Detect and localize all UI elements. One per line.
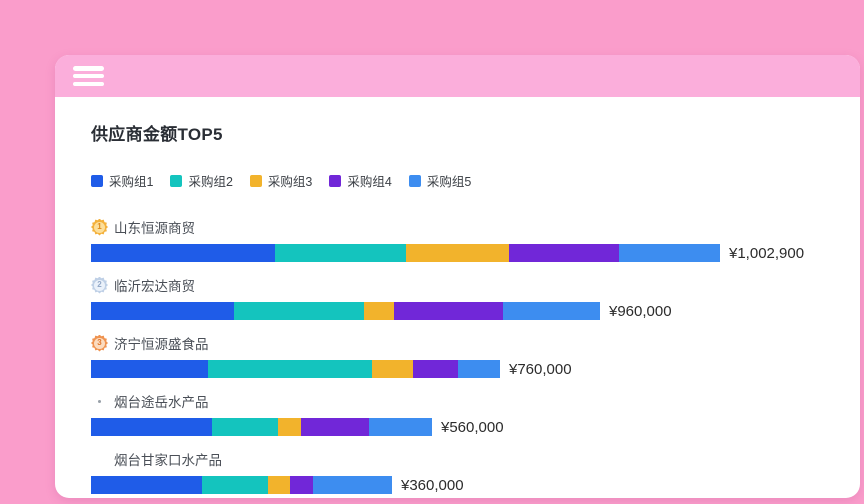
bar-segment-采购组2[interactable] bbox=[234, 302, 364, 320]
bar-rows: 1 山东恒源商贸 ¥1,002,900 2 临沂宏达商贸 ¥960,000 3 济宁恒源盛食品… bbox=[91, 218, 824, 494]
rank-icon-slot: 1 bbox=[91, 218, 108, 236]
supplier-row: 1 山东恒源商贸 ¥1,002,900 bbox=[91, 218, 824, 262]
rank-icon-slot: 3 bbox=[91, 334, 108, 352]
supplier-name: 烟台甘家口水产品 bbox=[114, 453, 222, 468]
bar-segment-采购组3[interactable] bbox=[278, 418, 301, 436]
legend-label: 采购组1 bbox=[109, 175, 154, 189]
medal-rank-2-icon: 2 bbox=[91, 276, 108, 294]
legend-swatch-icon bbox=[170, 174, 183, 187]
bar-segment-采购组4[interactable] bbox=[413, 360, 458, 378]
chart-card: 供应商金额TOP5 采购组1 采购组2 采购组3 采购组4 采购组5 1 山东恒源商贸 ¥1… bbox=[55, 55, 860, 498]
bar-segment-采购组5[interactable] bbox=[458, 360, 500, 378]
bar-segment-采购组4[interactable] bbox=[394, 302, 503, 320]
bar-segment-采购组1[interactable] bbox=[91, 418, 212, 436]
legend-swatch-icon bbox=[91, 174, 103, 187]
bar-segment-采购组5[interactable] bbox=[503, 302, 600, 320]
menu-bar bbox=[73, 73, 104, 79]
bar-value-label: ¥360,000 bbox=[401, 476, 464, 494]
bar-segment-采购组2[interactable] bbox=[275, 244, 406, 262]
medal-rank-number: 2 bbox=[94, 279, 105, 291]
legend-swatch-icon bbox=[408, 174, 421, 187]
bar-segment-采购组2[interactable] bbox=[212, 418, 278, 436]
supplier-row: 烟台途岳水产品 ¥560,000 bbox=[91, 392, 824, 436]
bar-segment-采购组5[interactable] bbox=[369, 418, 432, 436]
bar-value-label: ¥560,000 bbox=[441, 418, 504, 436]
legend-item-5[interactable]: 采购组5 bbox=[408, 171, 472, 190]
legend-item-3[interactable]: 采购组3 bbox=[249, 171, 313, 190]
bar-line: ¥560,000 bbox=[91, 418, 824, 436]
supplier-name: 烟台途岳水产品 bbox=[114, 395, 209, 410]
rank-icon-slot bbox=[91, 451, 108, 468]
menu-bar bbox=[73, 81, 104, 86]
supplier-row: 烟台甘家口水产品 ¥360,000 bbox=[91, 450, 824, 494]
legend-label: 采购组4 bbox=[347, 175, 392, 189]
bar-line: ¥360,000 bbox=[91, 476, 824, 494]
chart-legend: 采购组1 采购组2 采购组3 采购组4 采购组5 bbox=[91, 171, 824, 190]
bar-segment-采购组5[interactable] bbox=[313, 476, 392, 494]
bar-segment-采购组1[interactable] bbox=[91, 244, 275, 262]
bar-segment-采购组2[interactable] bbox=[208, 360, 372, 378]
bar-line: ¥960,000 bbox=[91, 302, 824, 320]
supplier-label-line: 烟台甘家口水产品 bbox=[91, 450, 824, 468]
stacked-bar bbox=[91, 476, 392, 494]
chart-title: 供应商金额TOP5 bbox=[91, 125, 223, 144]
bar-segment-采购组4[interactable] bbox=[509, 244, 619, 262]
medal-rank-1-icon: 1 bbox=[91, 218, 108, 236]
bar-segment-采购组3[interactable] bbox=[364, 302, 394, 320]
legend-label: 采购组2 bbox=[188, 175, 233, 189]
rank-icon-slot bbox=[91, 393, 108, 410]
legend-swatch-icon bbox=[249, 174, 262, 187]
stacked-bar bbox=[91, 360, 500, 378]
supplier-name: 山东恒源商贸 bbox=[114, 221, 195, 236]
medal-rank-number: 1 bbox=[94, 221, 105, 233]
supplier-label-line: 1 山东恒源商贸 bbox=[91, 218, 824, 236]
bar-value-label: ¥760,000 bbox=[509, 360, 572, 378]
bar-segment-采购组3[interactable] bbox=[268, 476, 290, 494]
bar-segment-采购组1[interactable] bbox=[91, 302, 234, 320]
supplier-name: 临沂宏达商贸 bbox=[114, 279, 195, 294]
card-body: 供应商金额TOP5 采购组1 采购组2 采购组3 采购组4 采购组5 1 山东恒源商贸 ¥1… bbox=[55, 120, 860, 494]
legend-item-4[interactable]: 采购组4 bbox=[329, 171, 392, 190]
medal-rank-number: 3 bbox=[94, 337, 105, 349]
bar-segment-采购组5[interactable] bbox=[619, 244, 720, 262]
legend-label: 采购组5 bbox=[426, 175, 472, 189]
supplier-label-line: 烟台途岳水产品 bbox=[91, 392, 824, 410]
medal-rank-3-icon: 3 bbox=[91, 334, 108, 352]
bar-value-label: ¥960,000 bbox=[609, 302, 672, 320]
bar-segment-采购组1[interactable] bbox=[91, 360, 208, 378]
supplier-row: 3 济宁恒源盛食品 ¥760,000 bbox=[91, 334, 824, 378]
legend-label: 采购组3 bbox=[267, 175, 313, 189]
bar-segment-采购组4[interactable] bbox=[301, 418, 369, 436]
rank-icon-slot: 2 bbox=[91, 276, 108, 294]
stacked-bar bbox=[91, 302, 600, 320]
card-header bbox=[55, 55, 860, 97]
legend-item-1[interactable]: 采购组1 bbox=[91, 171, 153, 190]
bar-line: ¥1,002,900 bbox=[91, 244, 824, 262]
bar-value-label: ¥1,002,900 bbox=[729, 244, 805, 262]
supplier-name: 济宁恒源盛食品 bbox=[114, 337, 209, 352]
bar-line: ¥760,000 bbox=[91, 360, 824, 378]
stacked-bar bbox=[91, 418, 432, 436]
supplier-label-line: 3 济宁恒源盛食品 bbox=[91, 334, 824, 352]
legend-item-2[interactable]: 采购组2 bbox=[170, 171, 233, 190]
bar-segment-采购组1[interactable] bbox=[91, 476, 202, 494]
bar-segment-采购组2[interactable] bbox=[202, 476, 268, 494]
supplier-row: 2 临沂宏达商贸 ¥960,000 bbox=[91, 276, 824, 320]
bar-segment-采购组3[interactable] bbox=[406, 244, 509, 262]
rank-dot-icon bbox=[98, 399, 101, 403]
hamburger-menu-icon[interactable] bbox=[73, 66, 104, 86]
supplier-label-line: 2 临沂宏达商贸 bbox=[91, 276, 824, 294]
legend-swatch-icon bbox=[329, 174, 342, 187]
stacked-bar bbox=[91, 244, 720, 262]
bar-segment-采购组3[interactable] bbox=[372, 360, 413, 378]
menu-bar bbox=[73, 66, 104, 71]
bar-segment-采购组4[interactable] bbox=[290, 476, 313, 494]
